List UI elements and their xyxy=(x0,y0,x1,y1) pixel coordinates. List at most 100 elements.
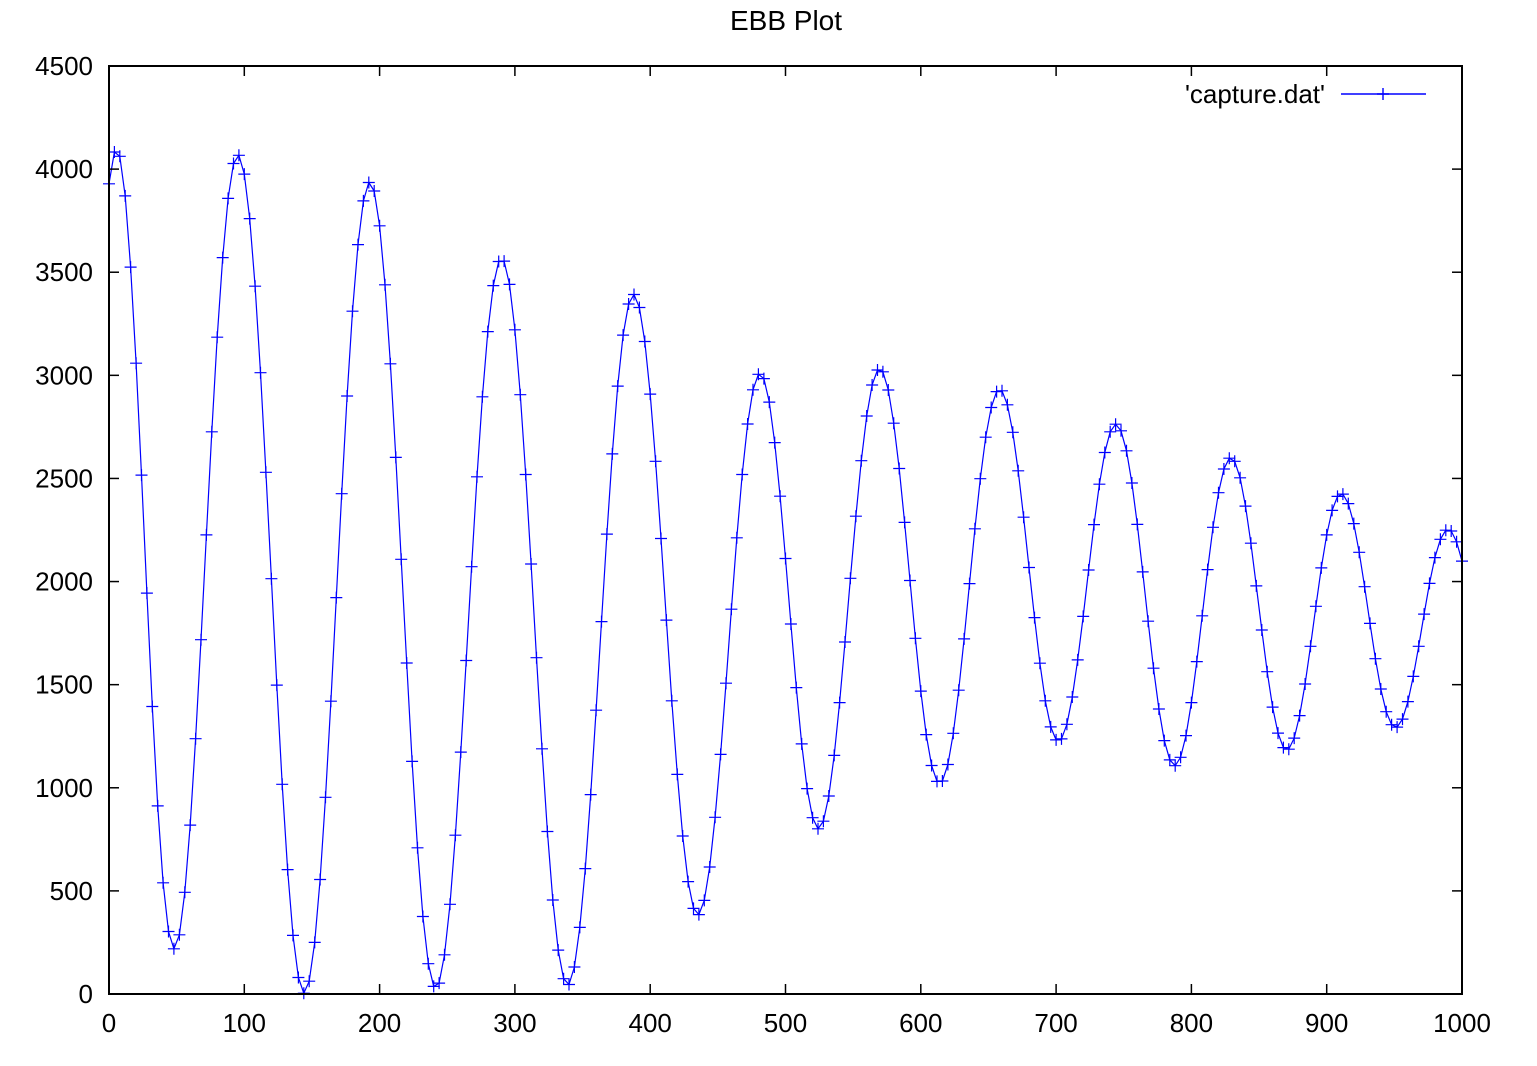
data-point-marker xyxy=(1060,718,1073,731)
data-point-marker xyxy=(590,704,603,717)
data-point-marker xyxy=(395,553,408,566)
data-point-marker xyxy=(703,861,716,873)
data-point-marker xyxy=(438,948,451,961)
y-tick-label: 1500 xyxy=(35,670,93,700)
data-point-marker xyxy=(546,894,559,906)
data-point-marker xyxy=(644,388,657,401)
data-point-marker xyxy=(1163,753,1176,766)
data-point-marker xyxy=(368,185,381,197)
data-point-marker xyxy=(1088,518,1100,531)
data-point-marker xyxy=(519,468,532,481)
data-point-marker xyxy=(801,782,814,795)
data-point-marker xyxy=(682,875,695,888)
data-point-marker xyxy=(1342,497,1355,510)
y-tick-label: 1000 xyxy=(35,773,93,803)
data-point-marker xyxy=(1185,696,1198,709)
data-point-marker xyxy=(1266,701,1279,714)
data-point-marker xyxy=(817,815,830,828)
data-point-marker xyxy=(1044,720,1057,733)
data-point-marker xyxy=(352,238,364,251)
data-point-marker xyxy=(1207,521,1219,534)
data-point-marker xyxy=(1158,734,1171,747)
data-point-marker xyxy=(1364,617,1376,630)
data-point-marker xyxy=(508,323,521,336)
data-point-marker xyxy=(1228,455,1241,468)
data-point-marker xyxy=(1136,565,1149,578)
data-point-marker xyxy=(1180,729,1192,742)
data-point-marker xyxy=(806,811,819,824)
y-tick-label: 2000 xyxy=(35,567,93,597)
data-point-marker xyxy=(1353,546,1366,559)
data-point-marker xyxy=(178,886,191,899)
data-point-marker xyxy=(985,401,998,414)
data-point-marker xyxy=(195,633,207,646)
data-point-marker xyxy=(1006,426,1019,439)
data-point-marker xyxy=(822,790,835,802)
data-point-marker xyxy=(909,632,922,645)
data-point-marker xyxy=(1196,609,1209,622)
data-point-marker xyxy=(130,357,143,370)
x-tick-label: 900 xyxy=(1305,1008,1348,1038)
data-point-marker xyxy=(314,873,327,886)
data-point-marker xyxy=(725,603,738,616)
data-point-marker xyxy=(757,372,770,385)
data-point-marker xyxy=(768,436,781,449)
data-point-marker xyxy=(665,694,678,707)
data-point-marker xyxy=(216,251,229,264)
data-point-marker xyxy=(736,468,749,481)
data-point-marker xyxy=(1439,524,1452,537)
data-point-marker xyxy=(422,957,435,970)
data-point-marker xyxy=(1309,600,1322,613)
data-point-marker xyxy=(1423,577,1436,590)
y-tick-label: 3500 xyxy=(35,257,93,287)
data-point-marker xyxy=(730,531,743,544)
data-point-marker xyxy=(779,552,792,565)
data-point-marker xyxy=(1169,759,1182,772)
data-point-marker xyxy=(1315,561,1328,574)
data-point-marker xyxy=(341,390,354,402)
data-point-marker xyxy=(1299,678,1312,690)
data-point-marker xyxy=(990,385,1003,398)
data-point-marker xyxy=(963,577,976,590)
data-point-marker xyxy=(1244,537,1257,550)
chart-title: EBB Plot xyxy=(730,5,842,36)
data-point-marker xyxy=(281,863,294,876)
data-point-marker xyxy=(633,301,646,314)
data-point-marker xyxy=(1023,561,1035,574)
x-tick-label: 200 xyxy=(358,1008,401,1038)
data-point-marker xyxy=(1369,652,1382,665)
data-point-marker xyxy=(324,695,337,708)
data-point-marker xyxy=(1012,464,1025,477)
data-point-marker xyxy=(552,944,565,957)
legend: 'capture.dat' xyxy=(1185,79,1426,109)
data-point-marker xyxy=(1066,691,1079,703)
data-point-marker xyxy=(1391,721,1404,734)
data-point-marker xyxy=(308,936,321,949)
data-point-marker xyxy=(276,778,289,791)
data-point-marker xyxy=(606,447,619,460)
data-point-marker xyxy=(692,908,705,921)
data-point-marker xyxy=(525,558,538,570)
data-point-marker xyxy=(265,572,278,585)
data-point-marker xyxy=(1201,563,1214,576)
data-point-marker xyxy=(362,176,375,189)
data-point-marker xyxy=(1152,703,1165,715)
data-point-marker xyxy=(379,278,391,291)
data-point-marker xyxy=(536,742,548,755)
data-point-marker xyxy=(784,618,797,630)
axes: 0 100 200 300 400 500 600 700 800 900 1000 0 500 1000… xyxy=(35,51,1491,1038)
x-tick-label: 1000 xyxy=(1433,1008,1491,1038)
x-tick-label: 600 xyxy=(899,1008,942,1038)
data-point-marker xyxy=(151,799,164,812)
data-point-marker xyxy=(676,830,689,842)
data-point-marker xyxy=(1082,564,1095,576)
data-point-marker xyxy=(952,684,965,697)
data-point-marker xyxy=(1028,611,1041,624)
data-point-marker xyxy=(893,462,906,475)
data-point-marker xyxy=(119,189,132,202)
data-point-marker xyxy=(1039,694,1052,707)
data-point-marker xyxy=(790,681,803,694)
data-point-marker xyxy=(113,150,126,163)
data-point-marker xyxy=(741,418,754,430)
